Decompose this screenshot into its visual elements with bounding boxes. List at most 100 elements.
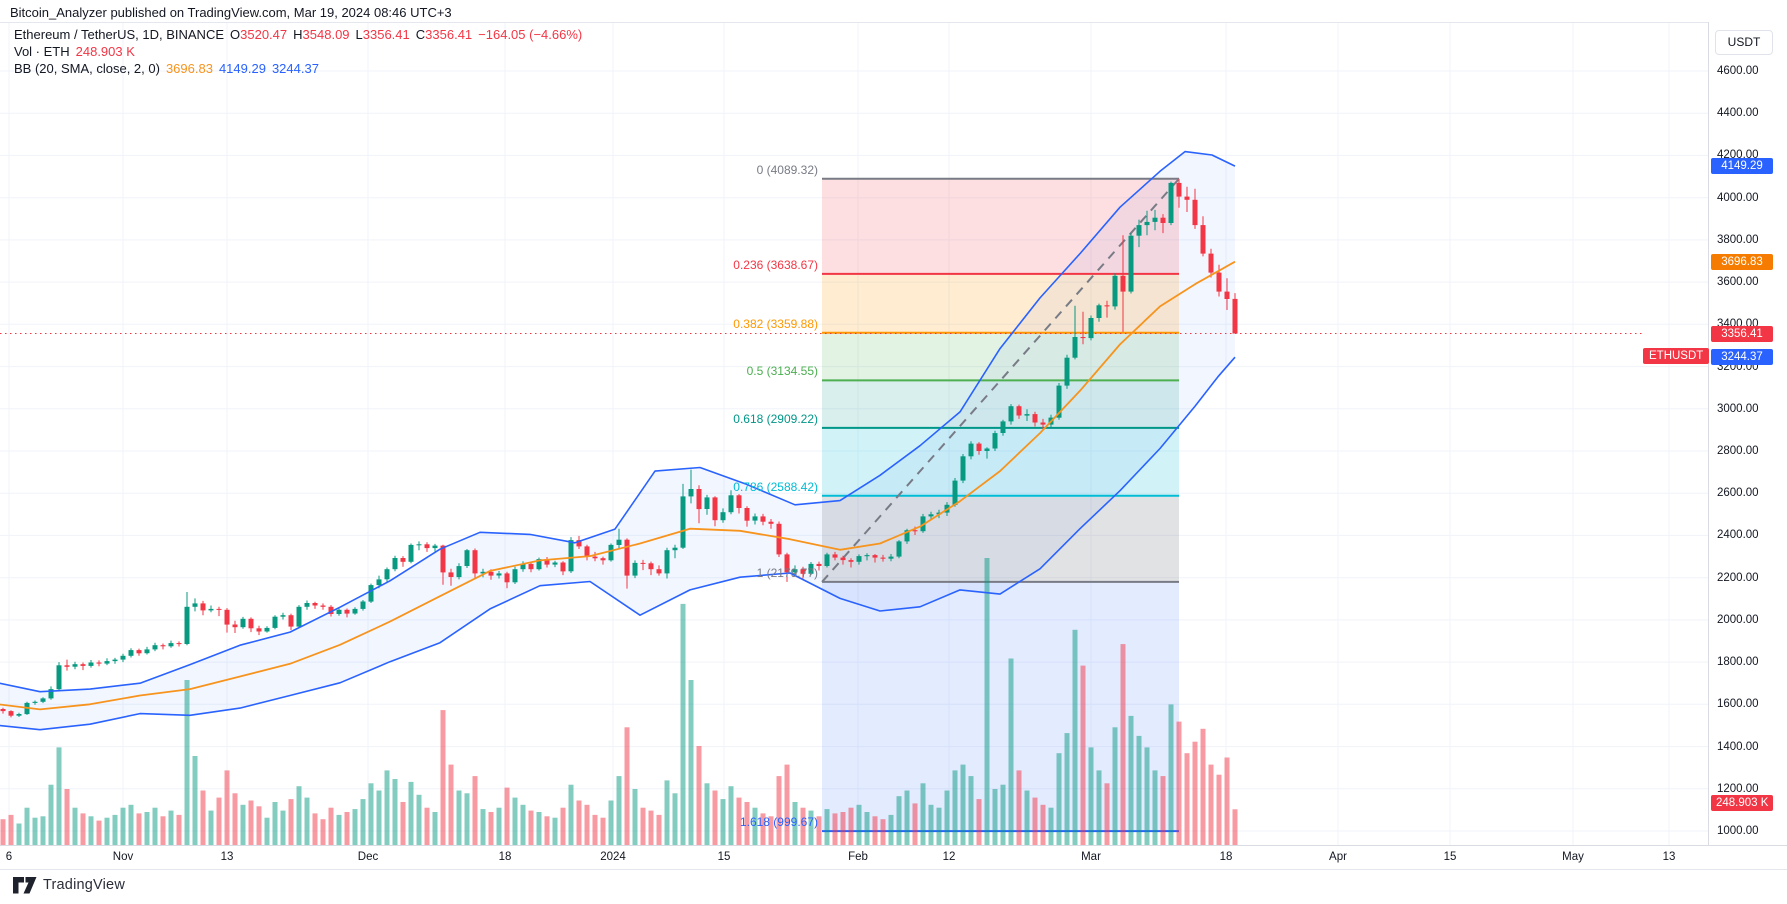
volume-bar [64, 789, 70, 845]
candle-body [1144, 221, 1150, 226]
candle-body [320, 605, 326, 607]
candle-body [440, 545, 446, 573]
volume-bar [336, 814, 342, 845]
volume-bar [88, 816, 94, 845]
volume-bar [600, 817, 606, 845]
volume-bar [728, 786, 734, 845]
candle-body [72, 664, 78, 667]
time-label: Dec [357, 851, 379, 863]
candle-body [1208, 253, 1214, 273]
bb-label: BB (20, SMA, close, 2, 0) [14, 61, 160, 76]
candle-body [584, 546, 590, 557]
candle-body [544, 559, 550, 565]
bb-value: 3244.37 [271, 61, 319, 76]
candle-body [16, 714, 22, 716]
volume-bar [856, 804, 862, 845]
volume-bar [568, 784, 574, 845]
time-label: Feb [848, 851, 868, 863]
chart-canvas[interactable] [0, 0, 1787, 870]
candle-body [464, 550, 470, 566]
volume-bar [120, 807, 126, 845]
candle-body [216, 608, 222, 610]
candle-body [688, 489, 694, 497]
currency-toggle-button[interactable]: USDT [1715, 30, 1773, 55]
legend-volume-row[interactable]: Vol · ETH 248.903 K [14, 43, 582, 60]
tradingview-logo[interactable]: TradingView [13, 875, 125, 895]
candle-body [824, 554, 830, 566]
bb-value: 3696.83 [165, 61, 213, 76]
volume-bar [624, 727, 630, 845]
volume-bar [160, 816, 166, 845]
bb-value: 4149.29 [218, 61, 266, 76]
volume-bar [1104, 783, 1110, 845]
volume-bar [320, 819, 326, 845]
volume-bar [0, 819, 6, 845]
volume-bar [640, 807, 646, 845]
time-label: May [1562, 851, 1584, 863]
volume-bar [496, 807, 502, 845]
bb-fill [0, 151, 1235, 730]
legend-symbol-row[interactable]: Ethereum / TetherUS, 1D, BINANCE O3520.47… [14, 26, 582, 43]
tradingview-logo-icon [13, 876, 37, 893]
price-tick-label: 1400.00 [1717, 740, 1759, 753]
fib-trend-line [821, 178, 1180, 583]
volume-bar [1200, 728, 1206, 845]
volume-bar [1136, 735, 1142, 845]
candle-body [400, 558, 406, 562]
candle-body [48, 689, 54, 699]
candle-body [144, 649, 150, 654]
volume-bar [816, 816, 822, 845]
candle-body [840, 557, 846, 561]
candle-body [1072, 337, 1078, 358]
candle-body [1216, 272, 1222, 292]
volume-bar [1112, 727, 1118, 845]
candle-body [1032, 414, 1038, 423]
candle-body [360, 601, 366, 609]
ohlc-value: 3520.47 [240, 27, 288, 42]
price-tag: 3696.83 [1711, 253, 1773, 270]
volume-bar [144, 812, 150, 845]
time-label: Apr [1329, 851, 1347, 863]
volume-bar [1216, 774, 1222, 845]
price-tick-label: 2800.00 [1717, 445, 1759, 457]
volume-label: Vol · ETH [14, 44, 70, 59]
candle-body [328, 606, 334, 614]
candle-body [296, 606, 302, 627]
time-axis[interactable]: 6 Nov 13 Dec 18 2024 15 Feb 12 Mar 18 Apr 15 May 13 [0, 845, 1787, 870]
candle-body [192, 603, 198, 607]
volume-bar [40, 816, 46, 845]
volume-bar [1184, 753, 1190, 845]
symbol-price-tag-prefix: ETHUSDT [1643, 347, 1710, 364]
candle-body [1200, 225, 1206, 254]
volume-bar [480, 809, 486, 845]
legend-bb-row[interactable]: BB (20, SMA, close, 2, 0) 3696.83 4149.29 3… [14, 60, 582, 77]
candle-body [344, 609, 350, 614]
volume-bar [96, 820, 102, 845]
fib-label-0.5: 0.5 (3134.55) [746, 364, 818, 379]
volume-bar [872, 816, 878, 845]
volume-bar [32, 817, 38, 845]
candle-body [600, 558, 606, 561]
fib-label-0.786: 0.786 (2588.42) [733, 479, 818, 494]
candle-body [304, 603, 310, 607]
candle-body [1080, 337, 1086, 339]
candle-body [1224, 291, 1230, 299]
candle-body [448, 572, 454, 577]
candle-body [1088, 318, 1094, 339]
candle-body [472, 550, 478, 574]
candle-body [480, 571, 486, 574]
candle-body [184, 606, 190, 644]
candle-body [624, 539, 630, 576]
candle-body [608, 544, 614, 561]
price-axis[interactable]: USDT 4600.00 4400.00 4200.00 4000.00 3800.00… [1643, 22, 1787, 868]
time-label: 15 [717, 851, 731, 863]
volume-bar [448, 764, 454, 845]
candle-body [552, 562, 558, 565]
candle-body [952, 480, 958, 505]
symbol-title[interactable]: Ethereum / TetherUS, 1D, BINANCE [14, 27, 225, 42]
volume-bar [864, 812, 870, 845]
volume-bar [216, 797, 222, 845]
volume-bar [168, 810, 174, 845]
candle-body [864, 555, 870, 557]
fib-label-0: 0 (4089.32) [756, 162, 818, 177]
